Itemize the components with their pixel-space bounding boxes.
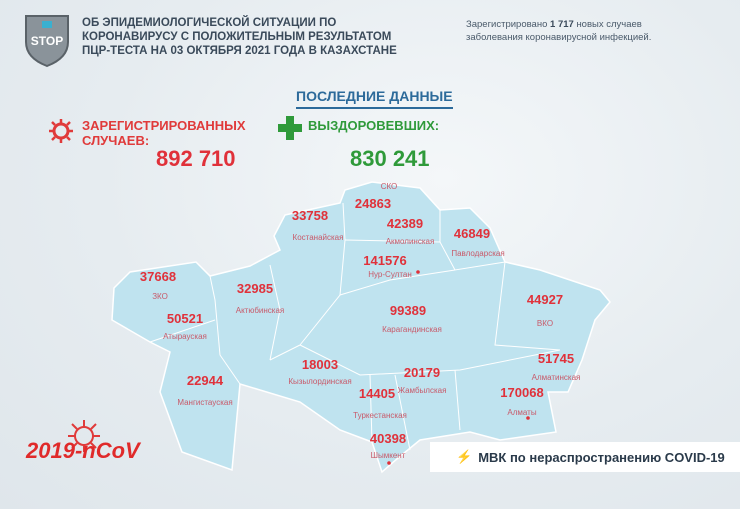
region-value: 22944 — [186, 373, 224, 388]
region-name: Нур-Султан — [368, 270, 412, 279]
region-name: Алматинская — [531, 373, 581, 382]
svg-text:STOP: STOP — [31, 34, 63, 48]
footer-text: МВК по нераспространению COVID-19 — [478, 449, 725, 465]
region-name: Актюбинская — [235, 306, 285, 315]
region-value: 18003 — [301, 357, 339, 372]
registered-value: 892 710 — [156, 146, 236, 171]
region-name: СКО — [380, 182, 398, 191]
region-name: Кызылординская — [288, 377, 352, 386]
region-name: Павлодарская — [451, 249, 505, 258]
lightning-icon: ⚡ — [456, 449, 473, 464]
stop-logo: STOP — [25, 15, 69, 68]
region-value: 40398 — [369, 431, 407, 446]
region-name: Мангистауская — [177, 398, 233, 407]
region-value: 141576 — [363, 253, 407, 268]
title-line: ПЦР-ТЕСТА НА 03 ОКТЯБРЯ 2021 ГОДА В КАЗА… — [82, 45, 397, 57]
new-cases-note: Зарегистрировано 1 717 новых случаев заб… — [466, 19, 652, 43]
region-value: 42389 — [386, 216, 424, 231]
latest-data-heading: ПОСЛЕДНИЕ ДАННЫЕ — [296, 88, 453, 109]
region-value: 99389 — [389, 303, 427, 318]
region-name: Шымкент — [370, 451, 406, 460]
map-outline — [111, 181, 611, 474]
region-name: Карагандинская — [382, 325, 442, 334]
region-value: 33758 — [291, 208, 329, 223]
region-value: 51745 — [537, 351, 575, 366]
footer-banner: ⚡ МВК по нераспространению COVID-19 — [430, 442, 740, 472]
recovered-value: 830 241 — [350, 146, 430, 171]
region-value: 170068 — [500, 385, 544, 400]
region-name: Алматы — [507, 408, 537, 417]
region-value: 24863 — [354, 196, 392, 211]
region-value: 46849 — [453, 226, 491, 241]
region-name: Атырауская — [163, 332, 207, 341]
region-value: 44927 — [526, 292, 564, 307]
new-cases-count: 1 717 — [550, 19, 574, 30]
region-value: 20179 — [403, 365, 441, 380]
registered-label: ЗАРЕГИСТРИРОВАННЫХ СЛУЧАЕВ: — [82, 118, 246, 148]
region-value: 32985 — [236, 281, 274, 296]
coronavirus-icon — [68, 420, 100, 452]
title-line: ОБ ЭПИДЕМИОЛОГИЧЕСКОЙ СИТУАЦИИ ПО — [82, 17, 337, 29]
ncov-label: 2019-nCoV — [26, 438, 140, 463]
recovered-label: ВЫЗДОРОВЕВШИХ: — [308, 118, 440, 133]
region-name: Жамбылская — [397, 386, 447, 395]
region-name: ЗКО — [152, 292, 168, 301]
region-value: 50521 — [166, 311, 204, 326]
region-name: ВКО — [536, 319, 554, 328]
virus-icon — [49, 119, 73, 143]
plus-icon — [278, 116, 302, 140]
region-value: 37668 — [139, 269, 177, 284]
region-name: Костанайская — [292, 233, 344, 242]
region-value: 14405 — [358, 386, 396, 401]
page-title: ОБ ЭПИДЕМИОЛОГИЧЕСКОЙ СИТУАЦИИ ПО КОРОНА… — [82, 16, 397, 58]
title-line: КОРОНАВИРУСУ С ПОЛОЖИТЕЛЬНЫМ РЕЗУЛЬТАТОМ — [82, 31, 392, 43]
region-name: Акмолинская — [385, 237, 435, 246]
region-name: Туркестанская — [353, 411, 407, 420]
